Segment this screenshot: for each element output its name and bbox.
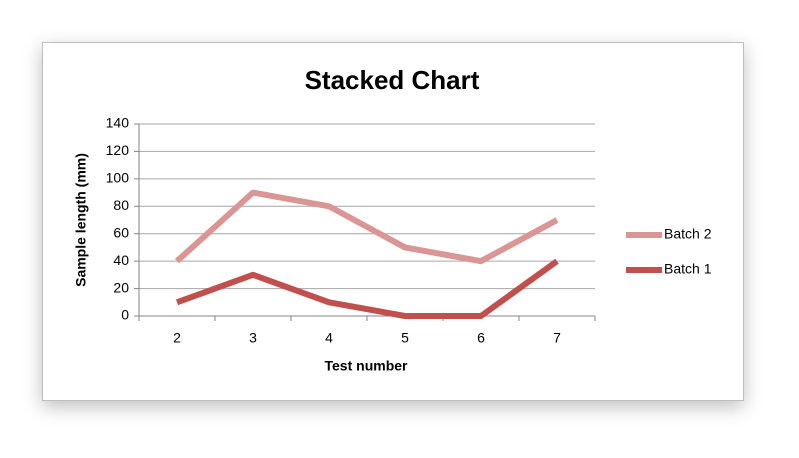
y-tick-label: 0 bbox=[121, 307, 129, 323]
series-line bbox=[174, 189, 559, 265]
legend-label: Batch 1 bbox=[664, 261, 712, 277]
y-tick-label: 100 bbox=[106, 170, 130, 186]
x-axis-label: Test number bbox=[325, 358, 409, 374]
chart-title: Stacked Chart bbox=[305, 65, 480, 95]
y-tick-label: 60 bbox=[113, 224, 129, 240]
y-tick-label: 120 bbox=[106, 142, 130, 158]
legend-label: Batch 2 bbox=[664, 226, 712, 242]
y-axis-label: Sample length (mm) bbox=[73, 153, 89, 287]
y-tick-label: 20 bbox=[113, 279, 129, 295]
x-tick-label: 3 bbox=[249, 330, 257, 346]
series-line bbox=[175, 258, 559, 319]
x-tick-label: 4 bbox=[325, 330, 333, 346]
x-tick-label: 7 bbox=[553, 330, 561, 346]
chart-card bbox=[42, 42, 744, 401]
x-tick-label: 5 bbox=[401, 330, 409, 346]
y-tick-label: 80 bbox=[113, 197, 129, 213]
x-tick-label: 6 bbox=[477, 330, 485, 346]
y-tick-label: 40 bbox=[113, 252, 129, 268]
y-tick-label: 140 bbox=[106, 115, 130, 131]
x-tick-label: 2 bbox=[173, 330, 181, 346]
